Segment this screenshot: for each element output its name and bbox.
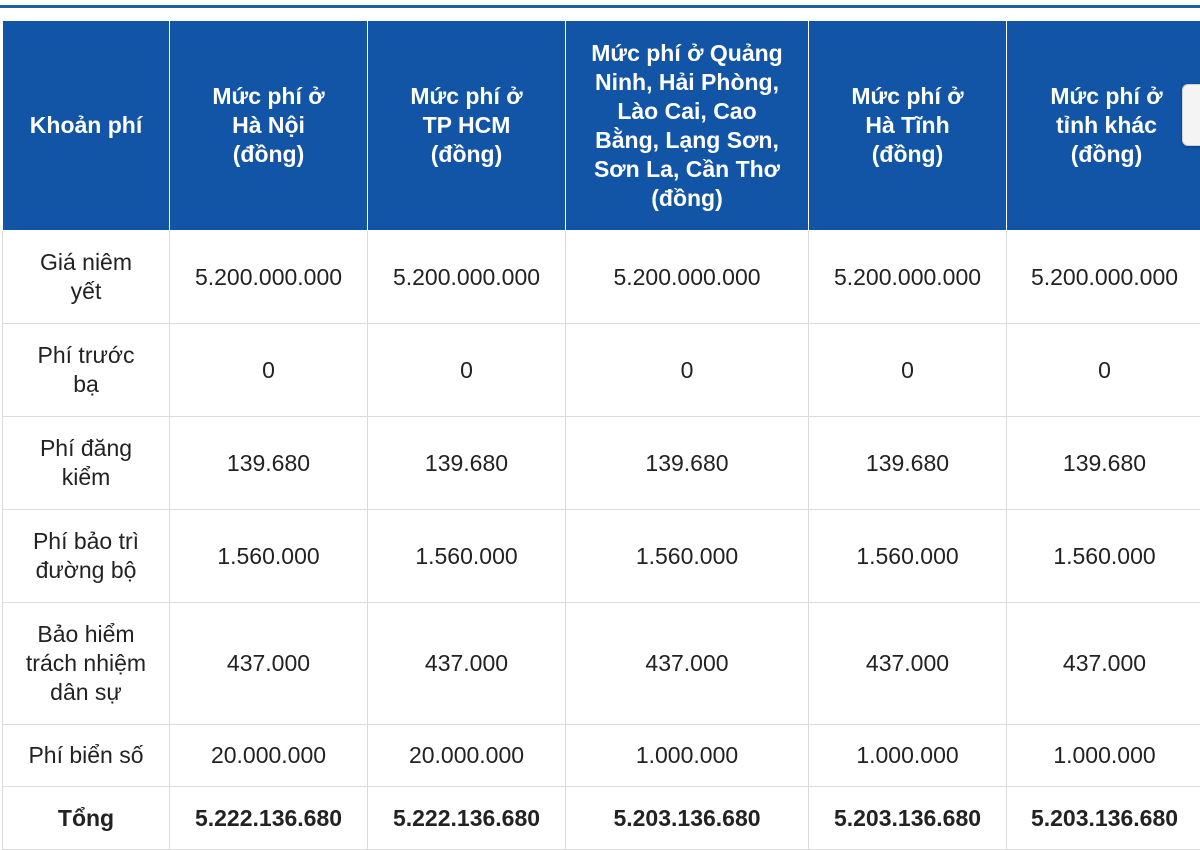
total-row: Tổng 5.222.136.680 5.222.136.680 5.203.1… [3,787,1200,850]
table-cell: 1.000.000 [809,725,1007,787]
table-cell: 5.200.000.000 [1007,231,1200,324]
table-row: Phí trước bạ 0 0 0 0 0 [3,324,1200,417]
header-group-provinces: Mức phí ở Quảng Ninh, Hải Phòng, Lào Cai… [566,21,809,231]
table-cell: 139.680 [368,417,566,510]
table-cell: 5.200.000.000 [368,231,566,324]
row-label: Phí biển số [3,725,170,787]
row-label: Phí trước bạ [3,324,170,417]
table-cell: 437.000 [566,603,809,725]
table-cell: 1.560.000 [1007,510,1200,603]
header-row: Khoản phí Mức phí ở Hà Nội (đồng) Mức ph… [3,21,1200,231]
table-cell: 0 [1007,324,1200,417]
row-label: Phí đăng kiểm [3,417,170,510]
total-cell: 5.203.136.680 [809,787,1007,850]
total-cell: 5.203.136.680 [1007,787,1200,850]
table-cell: 0 [566,324,809,417]
table-cell: 139.680 [566,417,809,510]
table-row: Giá niêm yết 5.200.000.000 5.200.000.000… [3,231,1200,324]
table-cell: 437.000 [1007,603,1200,725]
table-row: Phí biển số 20.000.000 20.000.000 1.000.… [3,725,1200,787]
header-other-provinces: Mức phí ở tỉnh khác (đồng) [1007,21,1200,231]
total-cell: 5.203.136.680 [566,787,809,850]
table-cell: 1.560.000 [809,510,1007,603]
table-cell: 437.000 [809,603,1007,725]
header-hcm: Mức phí ở TP HCM (đồng) [368,21,566,231]
table-cell: 20.000.000 [170,725,368,787]
table-row: Phí bảo trì đường bộ 1.560.000 1.560.000… [3,510,1200,603]
total-label: Tổng [3,787,170,850]
top-rule [0,5,1200,8]
table-row: Bảo hiểm trách nhiệm dân sự 437.000 437.… [3,603,1200,725]
table-cell: 0 [368,324,566,417]
table-scroll-right-button[interactable] [1182,84,1200,146]
total-cell: 5.222.136.680 [170,787,368,850]
row-label: Giá niêm yết [3,231,170,324]
table-cell: 139.680 [1007,417,1200,510]
table-cell: 1.560.000 [170,510,368,603]
table-row: Phí đăng kiểm 139.680 139.680 139.680 13… [3,417,1200,510]
total-cell: 5.222.136.680 [368,787,566,850]
table-cell: 0 [170,324,368,417]
table-cell: 437.000 [368,603,566,725]
table-cell: 1.560.000 [566,510,809,603]
header-fee-type: Khoản phí [3,21,170,231]
table-cell: 1.560.000 [368,510,566,603]
table-cell: 139.680 [809,417,1007,510]
row-label: Bảo hiểm trách nhiệm dân sự [3,603,170,725]
table-cell: 5.200.000.000 [566,231,809,324]
fee-comparison-table: Khoản phí Mức phí ở Hà Nội (đồng) Mức ph… [2,20,1200,850]
table-cell: 1.000.000 [566,725,809,787]
table-cell: 5.200.000.000 [170,231,368,324]
header-hanoi: Mức phí ở Hà Nội (đồng) [170,21,368,231]
header-ha-tinh: Mức phí ở Hà Tĩnh (đồng) [809,21,1007,231]
table-cell: 139.680 [170,417,368,510]
table-cell: 437.000 [170,603,368,725]
row-label: Phí bảo trì đường bộ [3,510,170,603]
table-cell: 5.200.000.000 [809,231,1007,324]
table-cell: 20.000.000 [368,725,566,787]
table-cell: 0 [809,324,1007,417]
table-cell: 1.000.000 [1007,725,1200,787]
